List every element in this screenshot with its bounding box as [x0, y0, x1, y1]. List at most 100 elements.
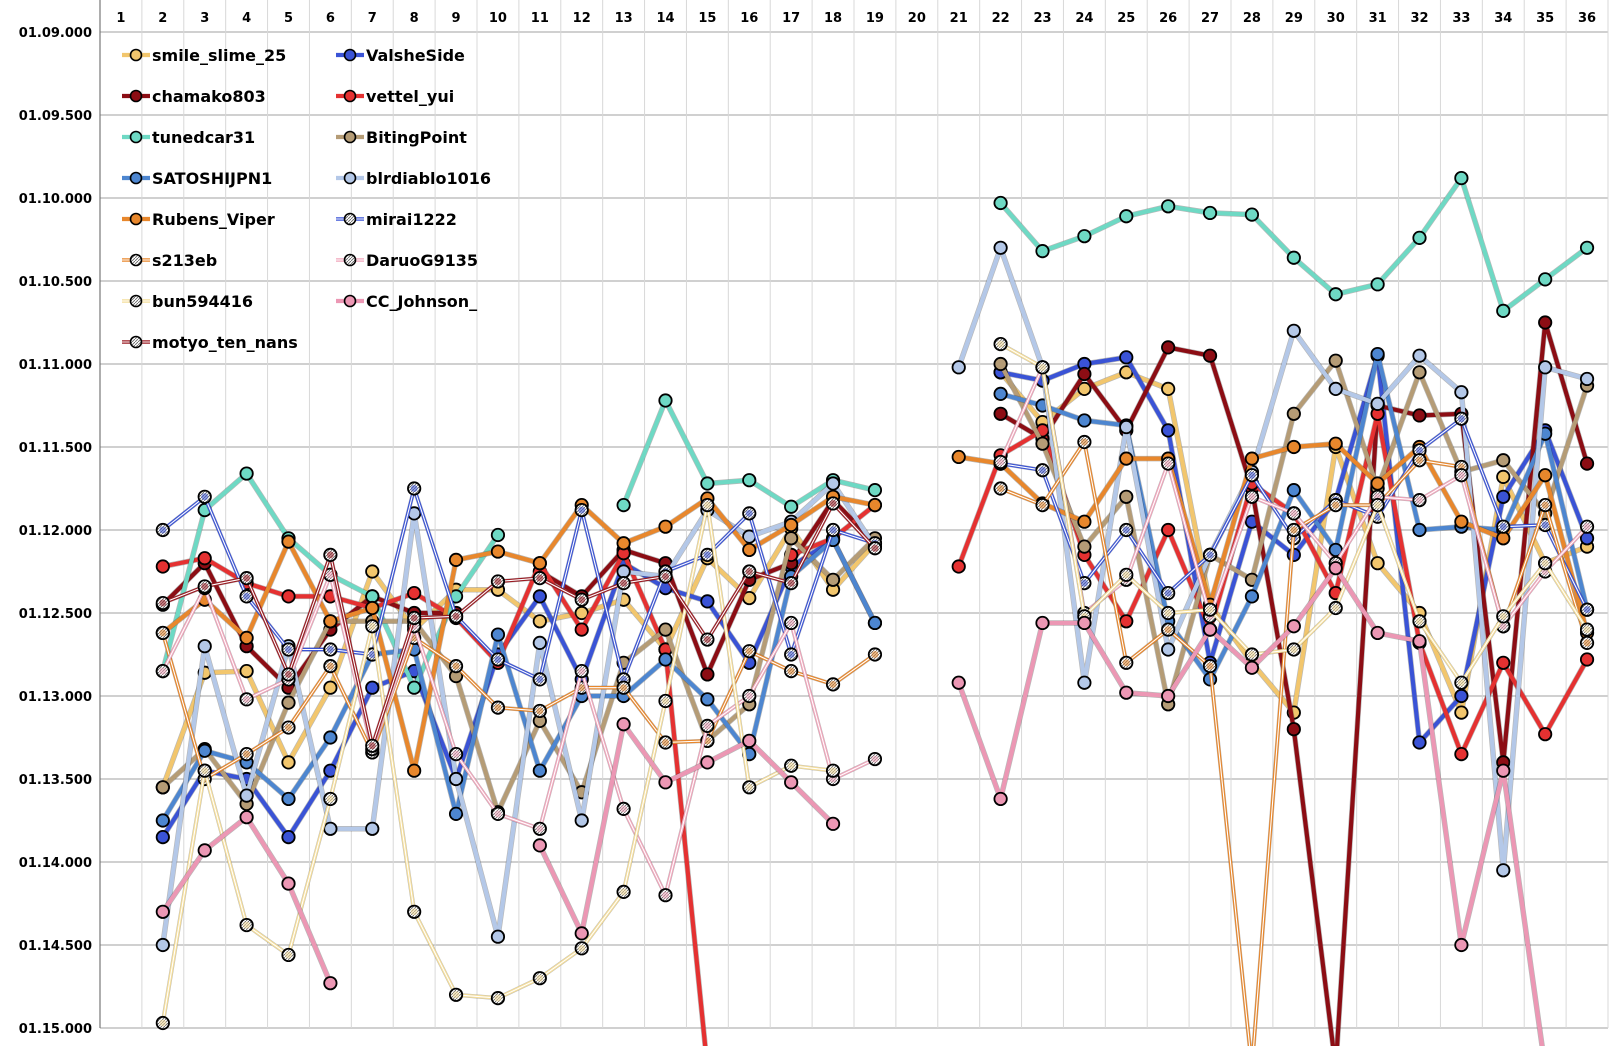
legend-swatch-marker [343, 89, 357, 103]
data-point-tint [662, 697, 669, 705]
data-point [1328, 436, 1343, 451]
data-point [1370, 277, 1385, 292]
data-point-tint [871, 651, 879, 658]
data-point-tint [829, 499, 837, 507]
data-point [239, 663, 254, 679]
data-point [1370, 346, 1385, 362]
data-point-tint [620, 684, 628, 692]
data-point-tint [703, 636, 711, 644]
series-line-core [162, 502, 876, 747]
data-point-tint [326, 646, 334, 654]
data-point-tint [326, 662, 334, 670]
data-point [197, 551, 212, 566]
data-point-tint [326, 795, 334, 803]
y-tick-label: 01.10.500 [19, 275, 92, 290]
y-tick-label: 01.15.000 [19, 1022, 92, 1037]
data-point [658, 393, 673, 408]
x-tick-label: 32 [1410, 11, 1428, 26]
x-tick-label: 17 [782, 11, 800, 26]
data-point [1077, 615, 1092, 631]
data-point [1496, 531, 1511, 546]
data-point [1077, 413, 1092, 428]
data-point-tint [578, 506, 586, 514]
x-tick-label: 34 [1494, 11, 1512, 26]
data-point-tint [285, 670, 292, 678]
data-point [742, 733, 757, 748]
data-point [155, 559, 170, 574]
data-point [1244, 660, 1260, 675]
data-point [1454, 170, 1469, 186]
x-tick-label: 28 [1243, 11, 1261, 26]
data-point [532, 556, 547, 571]
data-point [1286, 406, 1301, 421]
data-point [867, 497, 883, 513]
data-point [951, 675, 966, 690]
data-point [281, 695, 296, 710]
data-point-tint [1164, 609, 1172, 617]
x-tick-label: 12 [573, 11, 591, 26]
data-point [1035, 436, 1050, 451]
data-point [658, 519, 673, 534]
x-tick-label: 30 [1327, 11, 1345, 26]
data-point [155, 904, 170, 919]
x-tick-label: 2 [158, 11, 167, 26]
data-point-tint [368, 742, 376, 750]
data-point-tint [997, 458, 1005, 466]
data-point [1412, 735, 1427, 750]
data-point [281, 876, 296, 891]
y-tick-label: 01.14.000 [19, 856, 92, 871]
data-point [993, 386, 1008, 401]
legend-swatch-marker [129, 335, 143, 349]
data-point [1496, 863, 1511, 878]
y-tick-label: 01.10.000 [19, 192, 92, 207]
data-point-tint [243, 750, 251, 758]
data-point [1119, 685, 1134, 700]
data-point [1035, 244, 1050, 259]
data-point [1244, 451, 1260, 466]
x-tick-label: 21 [950, 11, 968, 26]
data-point [700, 667, 715, 682]
data-point [365, 564, 380, 579]
data-point [1202, 205, 1218, 221]
data-point [1496, 655, 1511, 670]
data-point-tint [410, 908, 418, 916]
data-point [1538, 272, 1553, 287]
data-point [1244, 589, 1260, 604]
data-point [1579, 371, 1595, 387]
legend-item-DaruoG9135: DaruoG9135 [336, 251, 478, 270]
data-point [1161, 423, 1176, 438]
y-tick-label: 01.09.000 [19, 26, 92, 41]
data-point-tint [1122, 571, 1130, 579]
data-point [1370, 625, 1385, 641]
legend-item-chamako803: chamako803 [122, 87, 266, 106]
data-point [825, 816, 841, 831]
data-point-tint [285, 646, 292, 654]
x-tick-label: 26 [1159, 11, 1177, 26]
data-point [448, 552, 464, 567]
data-point-tint [243, 574, 251, 582]
data-point [239, 788, 254, 803]
data-point [700, 692, 715, 707]
y-tick-label: 01.14.500 [19, 939, 92, 954]
series-line [161, 536, 877, 815]
y-tick-label: 01.11.500 [19, 441, 92, 456]
series-DaruoG9135 [155, 360, 1595, 903]
legend-label: blrdiablo1016 [366, 169, 491, 188]
x-tick-label: 10 [489, 11, 507, 26]
x-tick-label: 25 [1117, 11, 1135, 26]
data-point-tint [1122, 659, 1130, 667]
data-point [1454, 688, 1469, 704]
data-point-tint [1541, 501, 1549, 509]
legend-label: bun594416 [152, 292, 253, 311]
data-point [1454, 385, 1469, 400]
data-point-tint [1248, 651, 1256, 658]
data-point-tint [662, 572, 669, 580]
y-tick-label: 01.09.500 [19, 109, 92, 124]
data-point [323, 976, 338, 991]
data-point [155, 829, 170, 845]
x-tick-label: 6 [326, 11, 335, 26]
data-point-tint [1416, 617, 1423, 625]
data-point [155, 937, 170, 953]
legend-item-ValsheSide: ValsheSide [336, 46, 465, 65]
data-point-tint [745, 568, 753, 575]
